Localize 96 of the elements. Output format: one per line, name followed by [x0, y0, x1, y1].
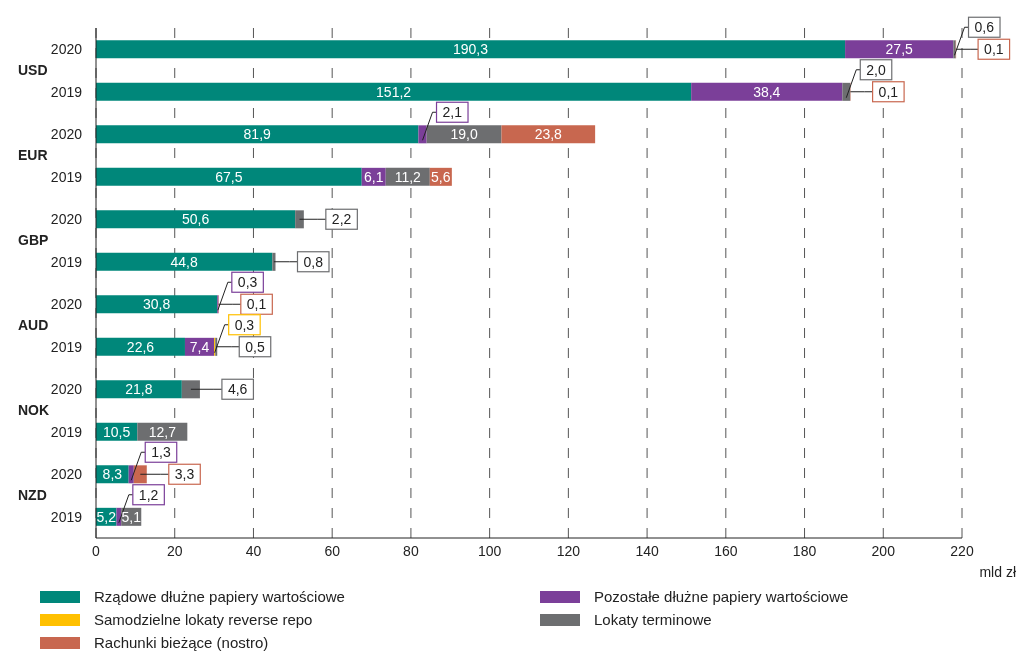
callout: 4,6 [190, 378, 254, 400]
callout: 0,8 [273, 251, 330, 273]
y-tick-label: 2019 [50, 168, 83, 185]
x-tick-label: 180 [792, 542, 817, 559]
bar [96, 380, 182, 399]
data-label: 4,6 [227, 381, 248, 398]
text: GBP [18, 232, 49, 249]
bar [116, 507, 122, 526]
y-tick-label: 2020 [50, 126, 83, 143]
x-tick-label: 40 [245, 542, 262, 559]
bar [96, 40, 846, 59]
bar [845, 40, 954, 59]
data-label: 19,0 [450, 126, 478, 143]
x-tick-label: 140 [635, 542, 659, 559]
data-label: 2,2 [331, 211, 352, 228]
legend-label: Lokaty terminowe [594, 611, 712, 628]
data-label: 50,6 [181, 211, 210, 228]
x-tick-label: 220 [950, 542, 974, 559]
callout: 0,1 [955, 38, 1011, 60]
data-label: 0,6 [974, 19, 995, 36]
y-tick-label: 2019 [50, 83, 83, 100]
y-tick-label: 2020 [50, 466, 83, 483]
y-tick-label: 2020 [50, 296, 83, 313]
text: USD [18, 62, 48, 79]
y-tick-label: 2020 [50, 41, 83, 58]
x-tick-label: 200 [871, 542, 896, 559]
data-label: 5,2 [96, 508, 117, 525]
bar [842, 82, 851, 101]
y-tick-label: 2020 [50, 211, 83, 228]
data-label: 1,3 [151, 444, 171, 461]
data-label: 0,1 [878, 83, 899, 100]
data-label: 0,1 [984, 41, 1004, 58]
bar [96, 167, 362, 186]
data-label: 7,4 [189, 338, 210, 355]
data-label: 12,7 [148, 423, 177, 440]
bar [501, 125, 596, 144]
y-tick-label: 2019 [50, 338, 83, 355]
data-label: 30,8 [142, 296, 171, 313]
data-label: 1,2 [138, 486, 159, 503]
data-label: 8,3 [102, 466, 123, 483]
data-label: 81,9 [243, 126, 272, 143]
legend-label: Pozostałe dłużne papiery wartościowe [594, 588, 849, 605]
callout: 0,1 [218, 293, 273, 315]
data-label: 190,3 [453, 41, 489, 58]
data-label: 27,5 [885, 41, 914, 58]
data-label: 11,2 [394, 168, 422, 185]
text: NOK [18, 402, 50, 419]
text: NZD [18, 487, 47, 504]
data-label: 0,8 [303, 253, 324, 270]
y-tick-label: 2019 [50, 423, 83, 440]
data-label: 151,2 [376, 83, 412, 100]
x-tick-label: 80 [403, 542, 419, 559]
x-tick-label: 120 [556, 542, 581, 559]
text: EUR [18, 147, 48, 164]
data-label: 0,3 [234, 316, 255, 333]
data-label: 22,6 [126, 338, 155, 355]
data-label: 6,1 [363, 168, 384, 185]
data-label: 2,0 [866, 61, 886, 78]
x-axis-title: mld zł [979, 564, 1016, 580]
bar [96, 295, 218, 314]
data-label: 10,5 [103, 423, 131, 440]
y-tick-label: 2019 [50, 508, 83, 525]
data-label: 21,8 [125, 381, 153, 398]
legend-label: Rachunki bieżące (nostro) [94, 634, 269, 651]
data-label: 2,1 [442, 104, 463, 121]
callout: 0,5 [215, 336, 272, 358]
bar [96, 125, 419, 144]
data-label: 44,8 [170, 253, 199, 270]
y-tick-label: 2019 [50, 253, 83, 270]
bar [96, 82, 692, 101]
y-tick-label: 2020 [50, 381, 83, 398]
data-label: 0,3 [237, 274, 258, 291]
data-label: 23,8 [534, 126, 563, 143]
bar [295, 210, 304, 229]
data-label: 67,5 [215, 168, 243, 185]
data-label: 5,1 [121, 508, 142, 525]
bar [96, 252, 273, 271]
text: AUD [18, 317, 49, 334]
bar [691, 82, 843, 101]
callout: 2,2 [299, 208, 358, 230]
data-label: 0,5 [245, 338, 265, 355]
x-tick-label: 100 [477, 542, 502, 559]
legend-label: Rządowe dłużne papiery wartościowe [94, 588, 345, 605]
bar [272, 252, 276, 271]
bar [96, 210, 296, 229]
x-tick-label: 20 [166, 542, 183, 559]
x-tick-label: 60 [324, 542, 341, 559]
data-label: 5,6 [431, 168, 451, 185]
x-tick-label: 0 [92, 542, 101, 559]
data-label: 38,4 [753, 83, 781, 100]
x-tick-label: 160 [714, 542, 738, 559]
data-label: 0,1 [246, 296, 267, 313]
bar [96, 337, 185, 356]
callout: 0,1 [849, 81, 905, 103]
bar [181, 380, 200, 399]
legend-label: Samodzielne lokaty reverse repo [94, 611, 313, 628]
